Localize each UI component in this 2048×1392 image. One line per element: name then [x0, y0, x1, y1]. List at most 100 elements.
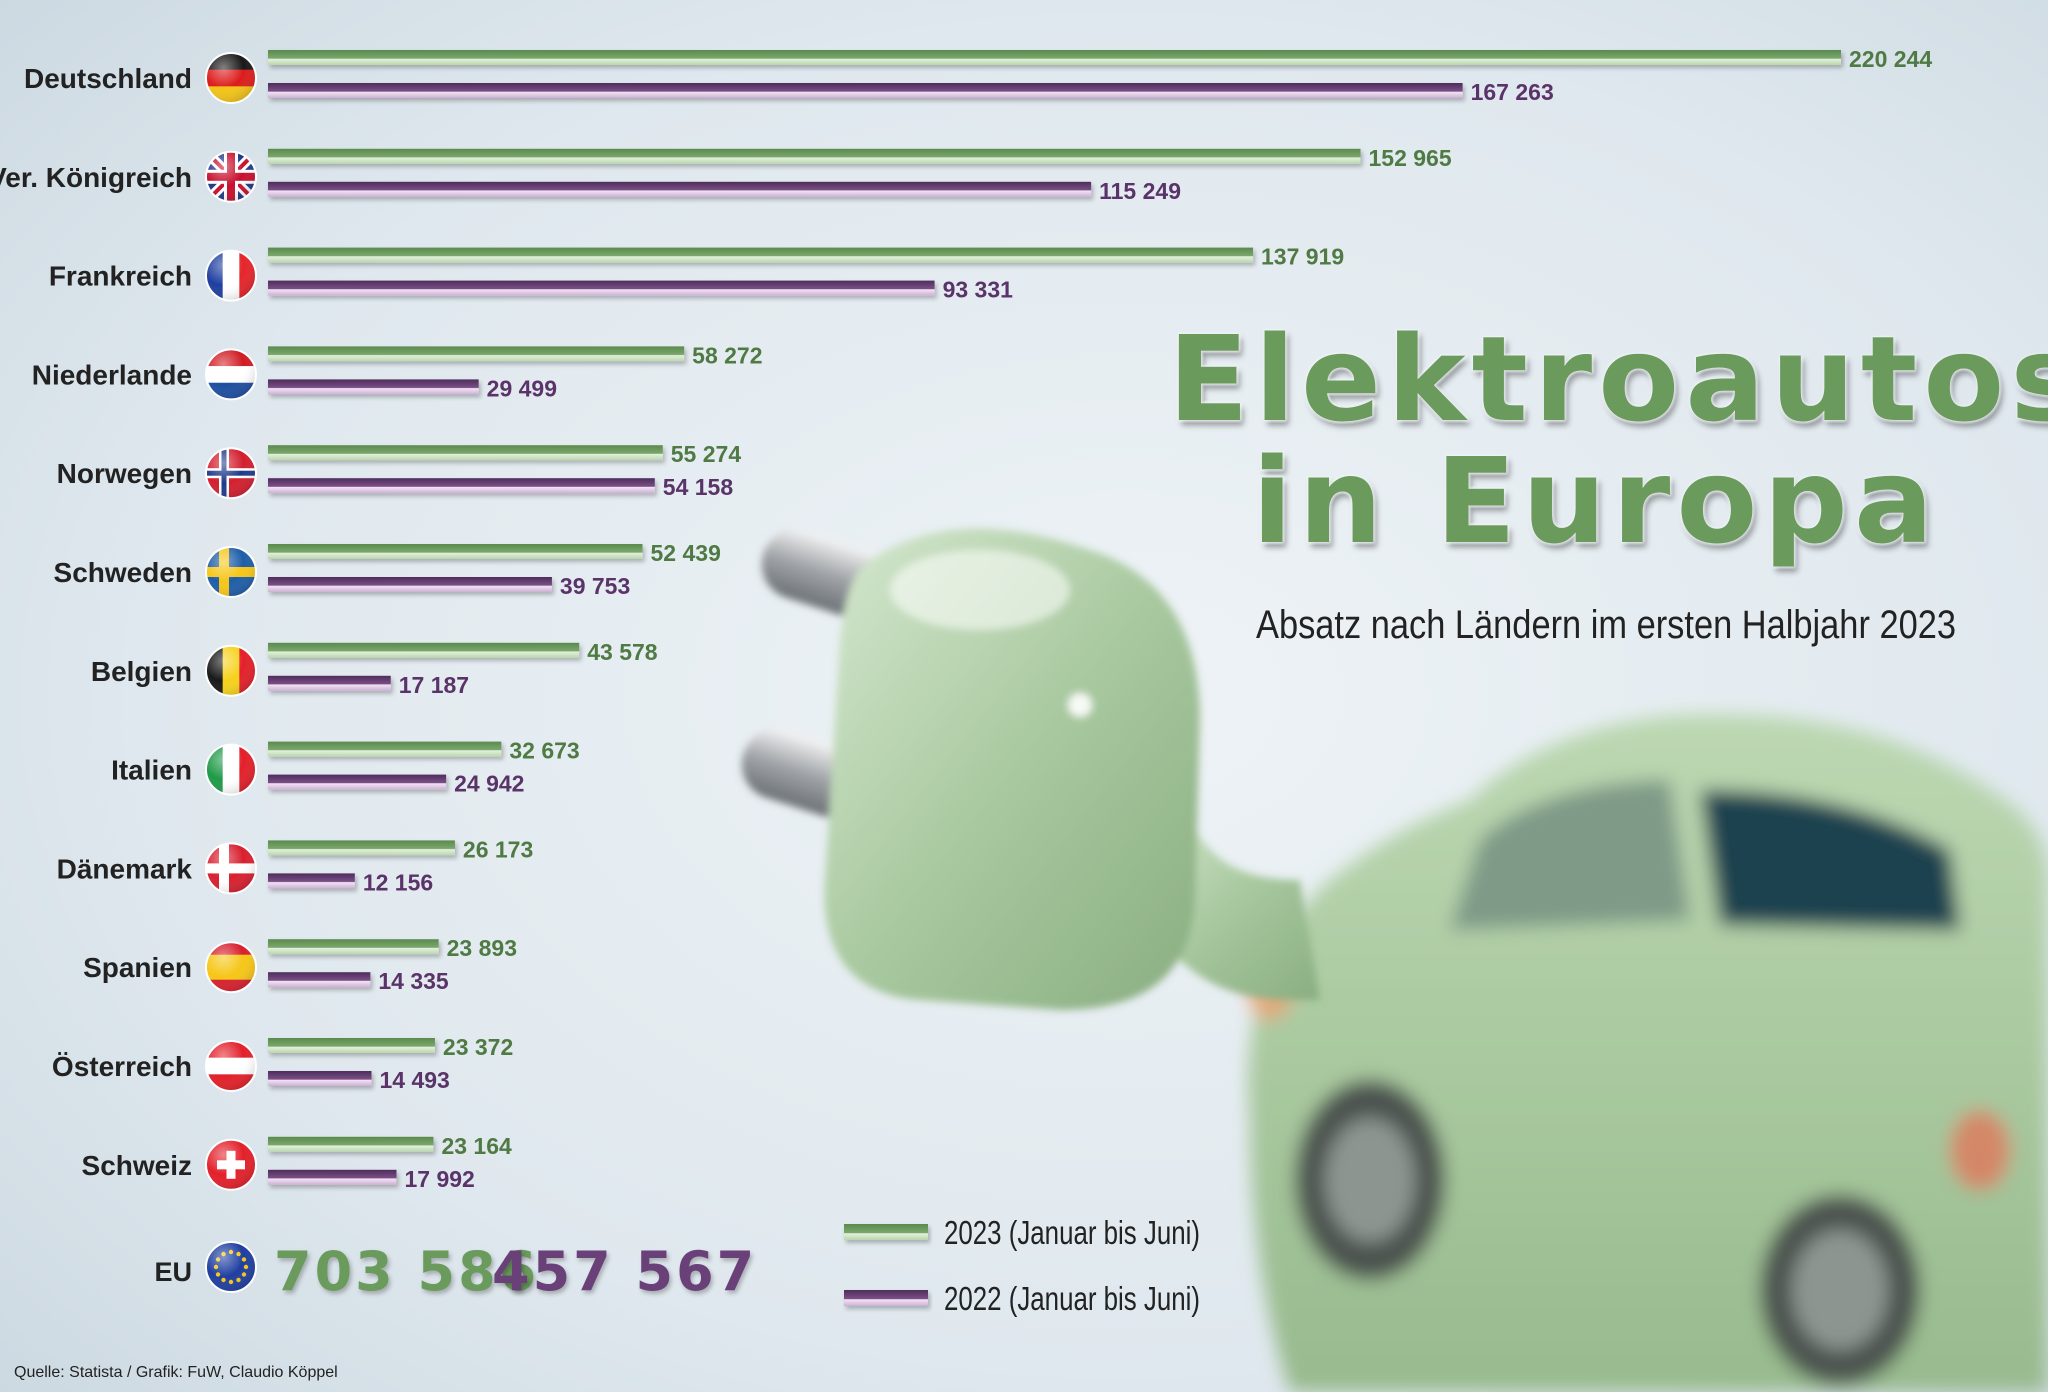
bar-value-2023: 137 919	[1261, 244, 1344, 270]
country-label: Spanien	[83, 952, 192, 983]
country-label: Italien	[111, 755, 192, 786]
bar-value-2023: 23 164	[441, 1133, 512, 1159]
bar-2022	[268, 83, 1463, 98]
norway-flag-icon	[205, 447, 257, 500]
country-row: Schweiz 23 164 17 992	[82, 1133, 512, 1192]
chart-rows: Deutschland 220 244 167 263 Ver. Königreich…	[0, 46, 1932, 1192]
bar-2023	[268, 939, 439, 955]
bar-value-2023: 43 578	[587, 639, 658, 665]
chart-title-line-1: Elektroautos	[1168, 310, 2048, 448]
bar-2023	[268, 741, 502, 757]
eu-label: EU	[154, 1257, 192, 1287]
chart-subtitle: Absatz nach Ländern im ersten Halbjahr 2…	[1256, 603, 1956, 647]
country-label: Schweiz	[82, 1150, 192, 1181]
country-row: Deutschland 220 244 167 263	[24, 46, 1932, 105]
country-label: Ver. Königreich	[0, 162, 192, 193]
country-row: Frankreich 137 919 93 331	[49, 244, 1344, 303]
bar-value-2022: 54 158	[663, 474, 734, 500]
belgium-flag-icon	[205, 644, 257, 697]
bar-2023	[268, 1136, 434, 1152]
bar-value-2022: 115 249	[1099, 178, 1181, 204]
country-row: Dänemark 26 173 12 156	[57, 836, 534, 895]
eu-total-2023: 703 586	[274, 1240, 539, 1303]
eu-total-2022: 457 567	[492, 1240, 757, 1303]
legend-swatch-2023	[844, 1224, 928, 1240]
eu-total-row: EU 703 586 457 567	[154, 1240, 757, 1303]
bar-2023	[268, 1038, 435, 1053]
bar-2022	[268, 873, 355, 889]
spain-flag-icon	[205, 941, 257, 994]
country-row: Niederlande 58 272 29 499	[32, 342, 763, 401]
italy-flag-icon	[205, 743, 257, 796]
uk-flag-icon	[205, 150, 257, 203]
bar-2022	[268, 1169, 397, 1185]
legend-swatch-2022	[844, 1290, 928, 1306]
bar-value-2022: 39 753	[560, 573, 630, 599]
car-illustration	[1248, 714, 2048, 1392]
country-label: Norwegen	[57, 458, 192, 489]
bar-2022	[268, 1071, 372, 1086]
eu-flag-icon	[205, 1241, 257, 1293]
bar-value-2023: 32 673	[509, 738, 579, 764]
bar-value-2022: 167 263	[1471, 79, 1554, 105]
bar-2023	[268, 50, 1841, 65]
bar-2023	[268, 247, 1254, 263]
country-row: Ver. Königreich 152 965 115 249	[0, 145, 1452, 204]
switzerland-flag-icon	[205, 1138, 257, 1191]
bar-value-2023: 58 272	[692, 342, 762, 368]
bar-2022	[268, 774, 447, 790]
germany-flag-icon	[205, 52, 257, 104]
bar-2022	[268, 379, 479, 395]
country-row: Schweden 52 439 39 753	[54, 540, 721, 599]
legend-item-2023: 2023 (Januar bis Juni)	[844, 1214, 1200, 1251]
bar-value-2022: 24 942	[454, 771, 524, 797]
bar-2023	[268, 148, 1361, 164]
country-label: Belgien	[91, 656, 192, 687]
bar-2022	[268, 280, 935, 296]
country-row: Italien 32 673 24 942	[111, 738, 580, 797]
bar-value-2022: 17 187	[399, 672, 469, 698]
country-row: Norwegen 55 274 54 158	[57, 441, 742, 500]
country-label: Schweden	[54, 557, 192, 588]
bar-value-2023: 52 439	[651, 540, 721, 566]
bar-value-2023: 23 893	[447, 935, 517, 961]
bar-2022	[268, 675, 391, 691]
legend: 2023 (Januar bis Juni) 2022 (Januar bis …	[844, 1214, 1200, 1317]
chart-title-line-2: in Europa	[1252, 432, 1940, 570]
bar-value-2023: 55 274	[671, 441, 742, 467]
bar-value-2022: 14 335	[378, 968, 449, 994]
bar-value-2022: 12 156	[363, 869, 433, 895]
denmark-flag-icon	[205, 842, 257, 895]
bar-2022	[268, 577, 552, 592]
bar-value-2023: 152 965	[1368, 145, 1451, 171]
bar-value-2023: 23 372	[443, 1034, 513, 1060]
country-row: Spanien 23 893 14 335	[83, 935, 517, 994]
bar-2022	[268, 478, 655, 494]
country-label: Österreich	[52, 1051, 192, 1082]
bar-value-2022: 14 493	[380, 1067, 450, 1093]
country-label: Dänemark	[57, 853, 193, 884]
legend-label-2022: 2022 (Januar bis Juni)	[944, 1280, 1200, 1317]
bar-value-2023: 220 244	[1849, 46, 1932, 72]
country-row: Österreich 23 372 14 493	[52, 1034, 513, 1093]
netherlands-flag-icon	[205, 348, 257, 401]
plug-illustration	[741, 528, 1320, 1010]
bar-2023	[268, 346, 685, 362]
sweden-flag-icon	[205, 546, 257, 598]
bar-value-2022: 93 331	[943, 277, 1014, 303]
legend-label-2023: 2023 (Januar bis Juni)	[944, 1214, 1200, 1251]
bar-2023	[268, 544, 643, 559]
bar-2023	[268, 642, 580, 658]
bar-2022	[268, 181, 1092, 197]
bar-value-2023: 26 173	[463, 836, 533, 862]
bar-value-2022: 29 499	[487, 375, 557, 401]
bar-value-2022: 17 992	[405, 1166, 475, 1192]
bar-2022	[268, 972, 371, 988]
country-label: Deutschland	[24, 63, 192, 94]
bar-2023	[268, 445, 663, 461]
france-flag-icon	[205, 249, 257, 302]
legend-item-2022: 2022 (Januar bis Juni)	[844, 1280, 1200, 1317]
country-row: Belgien 43 578 17 187	[91, 639, 658, 698]
